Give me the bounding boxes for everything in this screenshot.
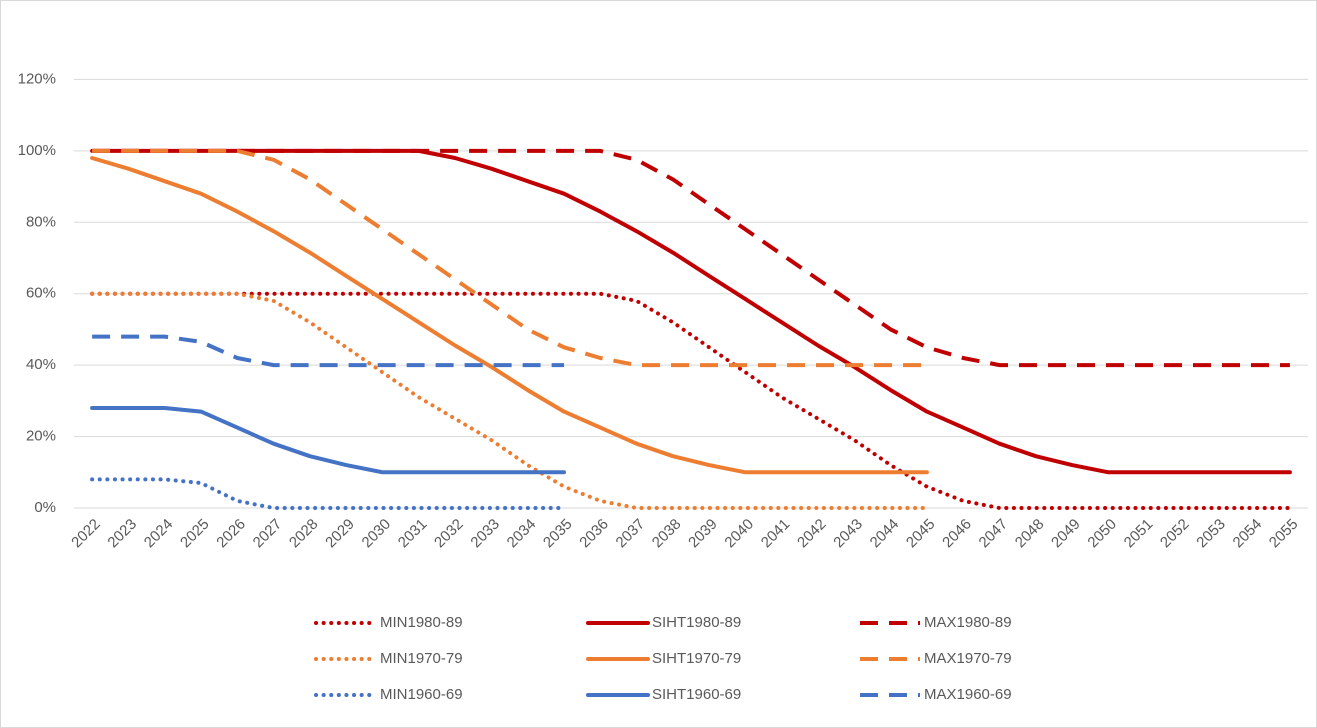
series-line [90,291,1292,510]
y-tick-label: 60% [26,285,56,302]
y-tick-label: 100% [18,142,56,159]
legend-label: MAX1960-69 [924,686,1012,703]
series-line [90,291,929,510]
series-line [90,156,929,475]
y-tick-label: 0% [34,499,56,516]
y-tick-label: 120% [18,70,56,87]
legend-label: MAX1980-89 [924,614,1012,631]
y-tick-label: 80% [26,213,56,230]
series-line [90,148,1292,475]
legend-label: SIHT1960-69 [652,686,741,703]
legend-label: SIHT1980-89 [652,614,741,631]
legend-label: MIN1970-79 [380,650,463,667]
y-tick-label: 40% [26,356,56,373]
series-line [90,406,566,475]
legend-label: MAX1970-79 [924,650,1012,667]
series-line [92,148,1290,368]
series-line [92,334,564,368]
legend-label: MIN1980-89 [380,614,463,631]
legend-label: SIHT1970-79 [652,650,741,667]
series-line [92,148,927,368]
legend-label: MIN1960-69 [380,686,463,703]
y-tick-label: 20% [26,428,56,445]
